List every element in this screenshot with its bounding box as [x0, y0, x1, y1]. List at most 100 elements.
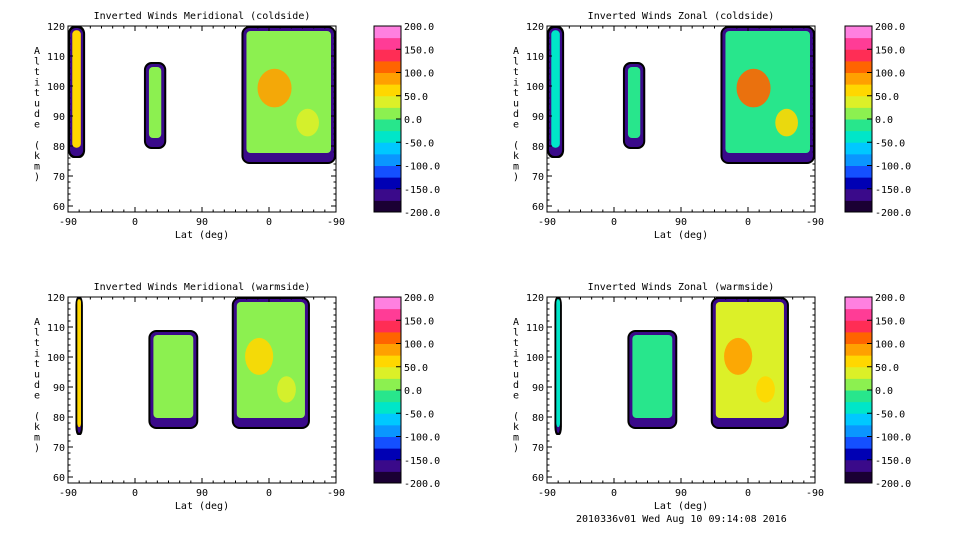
x-axis-label: Lat (deg) — [175, 230, 229, 241]
y-tick-label: 100 — [47, 353, 65, 364]
chart-title: Inverted Winds Meridional (coldside) — [94, 11, 311, 22]
colorbar: 200.0 150.0 100.0 50.0 0.0 -50.0 -100.0 -150.0 -… — [373, 22, 440, 219]
colorbar-swatch — [845, 390, 872, 403]
colorbar-label: 0.0 — [875, 386, 893, 397]
chart-panel-2: Inverted Winds Zonal (coldside) -90 0 90 0 -9… — [513, 11, 911, 241]
y-tick-label: 100 — [526, 82, 544, 93]
y-tick-label: 110 — [47, 323, 65, 334]
colorbar-swatch — [374, 49, 401, 62]
x-tick-label: 0 — [745, 217, 751, 228]
contour-region-core — [551, 30, 560, 148]
colorbar-swatch — [845, 366, 872, 379]
x-tick-label: -90 — [327, 217, 345, 228]
x-tick-label: -90 — [59, 217, 77, 228]
x-tick-label: 90 — [675, 488, 687, 499]
colorbar-label: -100.0 — [404, 433, 440, 444]
colorbar-label: 0.0 — [404, 115, 422, 126]
x-tick-label: 0 — [132, 488, 138, 499]
x-tick-label: -90 — [806, 217, 824, 228]
colorbar-label: 50.0 — [404, 92, 428, 103]
colorbar-label: -200.0 — [875, 208, 911, 219]
colorbar: 200.0 150.0 100.0 50.0 0.0 -50.0 -100.0 -150.0 -… — [844, 293, 911, 490]
y-tick-label: 120 — [526, 22, 544, 33]
colorbar-swatch — [374, 320, 401, 333]
y-tick-label: 70 — [532, 443, 544, 454]
colorbar-swatch — [374, 390, 401, 403]
colorbar-label: -150.0 — [404, 456, 440, 467]
colorbar-label: -100.0 — [875, 162, 911, 173]
colorbar-swatch — [374, 308, 401, 321]
colorbar-label: 0.0 — [404, 386, 422, 397]
colorbar-label: -150.0 — [875, 185, 911, 196]
colorbar-swatch — [845, 331, 872, 344]
colorbar-swatch — [845, 308, 872, 321]
contour-secondary-spot — [775, 108, 798, 137]
colorbar-swatch — [845, 424, 872, 437]
colorbar-label: -50.0 — [404, 138, 434, 149]
colorbar-label: 200.0 — [875, 293, 905, 304]
y-tick-label: 80 — [532, 142, 544, 153]
x-axis-label: Lat (deg) — [654, 230, 708, 241]
y-tick-label: 60 — [532, 202, 544, 213]
colorbar-swatch — [374, 37, 401, 50]
contour-region-core — [72, 30, 81, 148]
colorbar-swatch — [845, 459, 872, 472]
colorbar-swatch — [845, 107, 872, 120]
colorbar-swatch — [374, 401, 401, 414]
y-tick-label: 110 — [526, 323, 544, 334]
colorbar-swatch — [374, 200, 401, 213]
y-tick-label: 70 — [53, 172, 65, 183]
x-axis-label: Lat (deg) — [654, 501, 708, 512]
colorbar-label: 100.0 — [404, 340, 434, 351]
colorbar-swatch — [374, 165, 401, 178]
chart-title: Inverted Winds Zonal (warmside) — [588, 282, 775, 293]
colorbar-swatch — [374, 177, 401, 190]
y-tick-label: 60 — [532, 473, 544, 484]
colorbar-swatch — [374, 436, 401, 449]
colorbar-swatch — [374, 72, 401, 85]
x-tick-label: 0 — [266, 217, 272, 228]
contour-region-core — [556, 298, 561, 428]
colorbar-label: -100.0 — [404, 162, 440, 173]
colorbar-swatch — [845, 413, 872, 426]
colorbar-swatch — [845, 26, 872, 39]
chart-title: Inverted Winds Zonal (coldside) — [588, 11, 775, 22]
contour-region-core — [77, 298, 82, 428]
chart-panel-1: Inverted Winds Meridional (coldside) -90 0… — [34, 11, 440, 241]
y-tick-label: 90 — [53, 112, 65, 123]
colorbar-swatch — [374, 95, 401, 108]
y-tick-label: 70 — [532, 172, 544, 183]
colorbar-swatch — [845, 119, 872, 132]
contour-secondary-spot — [296, 108, 319, 137]
colorbar-label: 200.0 — [875, 22, 905, 33]
colorbar-swatch — [845, 188, 872, 201]
contour-hot-spot — [736, 68, 771, 108]
colorbar-label: -50.0 — [404, 409, 434, 420]
colorbar-swatch — [374, 448, 401, 461]
colorbar-swatch — [845, 37, 872, 50]
contour-secondary-spot — [756, 376, 775, 403]
colorbar-label: 150.0 — [875, 316, 905, 327]
colorbar-label: 50.0 — [875, 363, 899, 374]
x-tick-label: 0 — [745, 488, 751, 499]
y-tick-label: 90 — [532, 383, 544, 394]
x-axis-label: Lat (deg) — [175, 501, 229, 512]
colorbar-swatch — [845, 142, 872, 155]
y-tick-label: 120 — [47, 293, 65, 304]
colorbar-swatch — [845, 130, 872, 143]
colorbar-label: -200.0 — [404, 208, 440, 219]
x-tick-label: -90 — [538, 217, 556, 228]
x-tick-label: 90 — [675, 217, 687, 228]
colorbar-swatch — [374, 343, 401, 356]
y-tick-label: 120 — [47, 22, 65, 33]
y-tick-label: 110 — [47, 52, 65, 63]
chart-panel-4: Inverted Winds Zonal (warmside) -90 0 90 0 -9… — [513, 282, 911, 512]
colorbar-swatch — [374, 459, 401, 472]
colorbar-swatch — [845, 49, 872, 62]
colorbar-swatch — [845, 436, 872, 449]
colorbar-swatch — [845, 471, 872, 484]
y-tick-label: 60 — [53, 202, 65, 213]
